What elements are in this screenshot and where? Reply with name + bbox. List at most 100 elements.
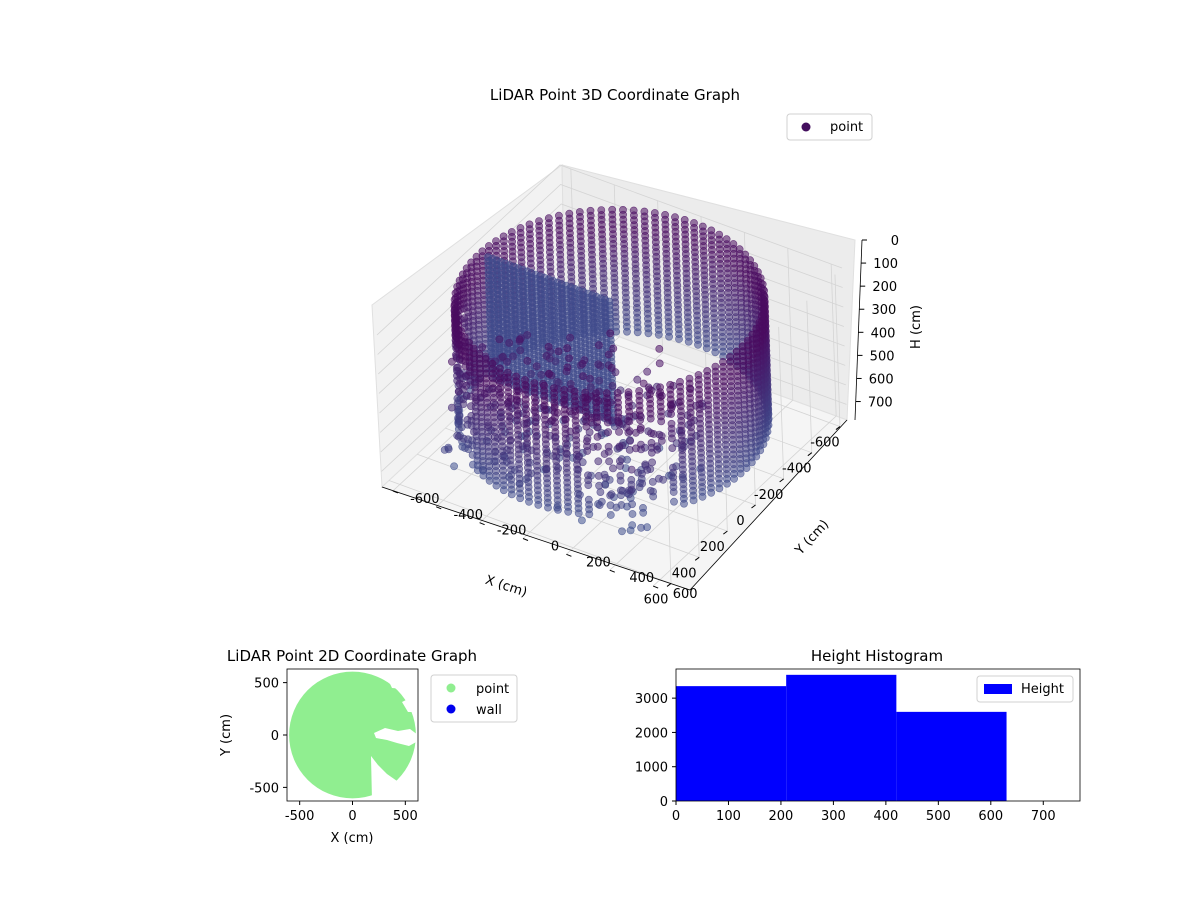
lidar-point — [579, 372, 587, 380]
y-tick-mark — [522, 538, 529, 541]
histogram-x-tick-label: 600 — [978, 809, 1003, 824]
legend-hist-label: Height — [1021, 682, 1064, 697]
h-tick-label: 400 — [871, 326, 896, 341]
histogram-x-tick-label: 200 — [769, 809, 794, 824]
lidar-point — [606, 329, 615, 338]
lidar-point — [639, 508, 648, 517]
lidar-point — [600, 450, 609, 458]
lidar-point — [516, 494, 525, 503]
y-tick-mark — [566, 553, 572, 557]
h-tick-label: 200 — [872, 280, 897, 295]
lidar-point — [594, 471, 603, 480]
lidar-point — [632, 444, 640, 453]
h-tick-label: 600 — [869, 372, 894, 387]
x-tick-label: 600 — [644, 592, 669, 607]
h-axis-line — [854, 239, 863, 421]
lidar-point — [698, 492, 707, 501]
y-tick-mark — [436, 506, 442, 510]
lidar-point — [447, 357, 456, 366]
lidar-point — [616, 476, 625, 485]
lidar-point — [669, 488, 678, 496]
lidar-point — [647, 429, 655, 438]
lidar-point — [594, 457, 603, 466]
histogram-bars — [676, 674, 1007, 801]
lidar-point — [525, 497, 533, 506]
lidar-point — [582, 422, 591, 431]
lidar-point — [627, 485, 636, 494]
point-cloud-3d — [440, 205, 773, 536]
y-tick-label: 200 — [586, 555, 611, 570]
lidar-point — [604, 428, 612, 437]
lidar-point — [736, 469, 745, 478]
lidar-point — [628, 521, 637, 530]
legend-3d-marker — [801, 122, 811, 132]
lidar-point — [633, 375, 642, 384]
y-tick-label: 400 — [629, 571, 654, 586]
lidar-point — [667, 410, 675, 418]
lidar-point — [730, 474, 738, 483]
lidar-point — [638, 479, 647, 488]
y-tick-mark — [479, 522, 485, 526]
lidar-point — [503, 357, 511, 366]
lidar-point — [537, 370, 546, 379]
lidar-point — [583, 447, 592, 455]
legend-2d-label-wall: wall — [476, 703, 502, 718]
lidar-point — [447, 403, 456, 412]
plot-2d-x-label: X (cm) — [331, 831, 374, 846]
lidar-point — [532, 362, 541, 371]
h-axis-label: H (cm) — [909, 305, 924, 349]
x-tick-label: 0 — [736, 514, 744, 529]
lidar-point — [615, 442, 624, 451]
lidar-point — [459, 400, 468, 408]
h-tick-label: 700 — [868, 396, 893, 411]
y-tick-label: 0 — [551, 540, 559, 555]
legend-3d: point — [786, 113, 873, 141]
lidar-point — [564, 507, 573, 516]
lidar-point — [554, 505, 562, 514]
lidar-point — [454, 432, 463, 441]
lidar-point — [595, 341, 603, 350]
lidar-point — [615, 427, 623, 436]
histogram-y-tick-label: 0 — [660, 795, 668, 810]
lidar-point — [608, 381, 617, 390]
lidar-point — [657, 417, 666, 426]
lidar-point — [593, 432, 602, 441]
histogram-y-tick-label: 3000 — [635, 692, 668, 707]
histogram-title: Height Histogram — [811, 647, 943, 665]
h-tick-label: 0 — [891, 234, 899, 249]
lidar-point — [527, 369, 535, 378]
legend-2d-marker-wall — [446, 704, 456, 714]
lidar-point — [505, 338, 514, 347]
lidar-point — [606, 501, 615, 510]
lidar-point — [566, 333, 574, 342]
lidar-point — [711, 348, 720, 357]
lidar-point — [616, 462, 624, 470]
plot-2d-x-tick-label: 0 — [348, 809, 356, 824]
lidar-point — [454, 387, 463, 396]
lidar-point — [595, 376, 603, 385]
histogram-bar — [896, 711, 1007, 801]
lidar-point — [516, 346, 525, 355]
lidar-point — [638, 469, 646, 478]
y-tick-label: -200 — [497, 524, 527, 539]
lidar-point — [657, 436, 666, 445]
lidar-point — [509, 352, 517, 361]
lidar-point — [655, 474, 663, 483]
plot-2d-y-tick-label: 0 — [271, 729, 279, 744]
lidar-point — [565, 354, 573, 363]
plot-2d-y-tick-label: -500 — [249, 781, 279, 796]
lidar-point — [648, 458, 656, 467]
lidar-point — [670, 497, 678, 506]
y-axis-label: Y (cm) — [792, 517, 832, 559]
lidar-point — [450, 462, 458, 471]
histogram-x-tick-label: 0 — [672, 809, 680, 824]
histogram-x-tick-label: 400 — [873, 809, 898, 824]
histogram-x-tick-label: 500 — [926, 809, 951, 824]
lidar-point — [647, 448, 656, 457]
plot-2d-y-tick-label: 500 — [254, 677, 279, 692]
lidar-point — [595, 481, 603, 490]
lidar-point — [625, 427, 634, 435]
lidar-point — [485, 476, 494, 485]
x-axis-label: X (cm) — [483, 573, 529, 601]
lidar-point — [607, 363, 616, 372]
